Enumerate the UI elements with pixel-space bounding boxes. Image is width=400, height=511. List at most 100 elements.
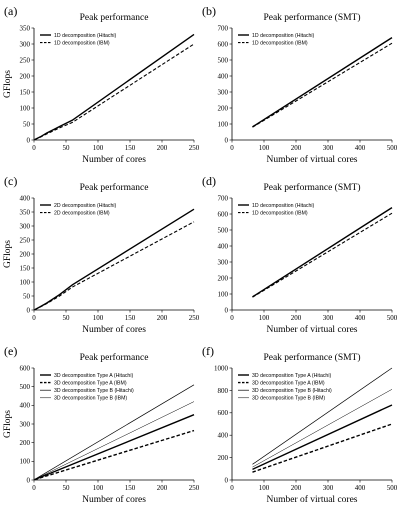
panel-label: (f) <box>202 344 214 358</box>
y-tick-label: 600 <box>218 409 229 417</box>
y-tick-label: 300 <box>218 258 229 266</box>
y-tick-label: 200 <box>20 439 31 447</box>
legend-entry: 3D decomposition Type A (Hitachi) <box>252 373 331 379</box>
legend-entry: 1D decomposition (IBM) <box>252 210 308 216</box>
x-tick-label: 100 <box>259 484 270 492</box>
legend-entry: 1D decomposition (Hitachi) <box>54 33 117 39</box>
legend-entry: 3D decomposition Type A (IBM) <box>252 380 325 386</box>
y-tick-label: 500 <box>218 226 229 234</box>
series-line <box>252 37 393 128</box>
legend-entry: 3D decomposition Type A (Hitachi) <box>54 373 133 379</box>
y-tick-label: 300 <box>218 88 229 96</box>
series-line <box>252 42 393 128</box>
series-line <box>34 221 195 311</box>
y-tick-label: 700 <box>218 24 229 32</box>
y-tick-label: 50 <box>23 292 31 300</box>
y-tick-label: 150 <box>20 264 31 272</box>
y-tick-label: 500 <box>218 56 229 64</box>
y-tick-label: 0 <box>225 476 229 484</box>
chart-panel-b: (b) Peak performance (SMT) 0 100 200 300 400 50… <box>202 4 398 165</box>
x-tick-label: 400 <box>355 144 366 152</box>
y-tick-label: 300 <box>20 40 31 48</box>
y-tick-label: 100 <box>20 458 31 466</box>
y-tick-label: 600 <box>20 364 31 372</box>
y-tick-label: 0 <box>27 476 31 484</box>
y-tick-label: 50 <box>23 120 31 128</box>
y-tick-label: 200 <box>218 274 229 282</box>
panel-label: (c) <box>4 174 17 188</box>
y-tick-label: 400 <box>20 402 31 410</box>
chart-title: Peak performance <box>80 352 149 363</box>
series-line <box>34 414 195 481</box>
x-tick-label: 500 <box>387 484 398 492</box>
x-axis-label: Number of cores <box>82 154 146 165</box>
y-tick-label: 500 <box>20 383 31 391</box>
chart-title: Peak performance (SMT) <box>263 12 360 23</box>
series-line <box>252 389 393 468</box>
y-tick-label: 200 <box>20 72 31 80</box>
x-axis-label: Number of virtual cores <box>266 494 357 505</box>
chart-title: Peak performance (SMT) <box>263 352 360 363</box>
series-line <box>34 401 195 480</box>
x-tick-label: 300 <box>323 314 334 322</box>
x-tick-label: 300 <box>323 144 334 152</box>
x-tick-label: 100 <box>93 144 104 152</box>
chart-title: Peak performance <box>80 12 149 23</box>
x-tick-label: 0 <box>230 314 234 322</box>
y-tick-label: 600 <box>218 40 229 48</box>
x-tick-label: 200 <box>291 144 302 152</box>
x-tick-label: 300 <box>323 484 334 492</box>
y-tick-label: 0 <box>225 306 229 314</box>
x-tick-label: 400 <box>355 314 366 322</box>
y-tick-label: 400 <box>218 72 229 80</box>
y-tick-label: 100 <box>20 104 31 112</box>
legend-entry: 2D decomposition (IBM) <box>54 210 110 216</box>
series-line <box>34 429 195 481</box>
legend-entry: 2D decomposition (Hitachi) <box>54 203 117 209</box>
y-tick-label: 0 <box>27 306 31 314</box>
series-line <box>252 423 393 473</box>
y-tick-label: 200 <box>218 104 229 112</box>
x-tick-label: 150 <box>125 314 136 322</box>
panel-label: (d) <box>202 174 216 188</box>
y-tick-label: 200 <box>218 454 229 462</box>
legend-entry: 1D decomposition (Hitachi) <box>252 203 315 209</box>
x-tick-label: 200 <box>291 314 302 322</box>
x-tick-label: 150 <box>125 144 136 152</box>
series-line <box>34 33 195 141</box>
chart-panel-f: (f) Peak performance (SMT) 0 200 400 600 800 10… <box>202 344 398 505</box>
legend-entry: 1D decomposition (Hitachi) <box>252 33 315 39</box>
y-tick-label: 1000 <box>214 364 229 372</box>
chart-title: Peak performance <box>80 182 149 193</box>
panel-label: (e) <box>4 344 17 358</box>
x-tick-label: 200 <box>291 484 302 492</box>
x-tick-label: 100 <box>93 314 104 322</box>
y-tick-label: 250 <box>20 236 31 244</box>
chart-panel-d: (d) Peak performance (SMT) 0 100 200 300 400 50… <box>202 174 398 335</box>
x-tick-label: 0 <box>32 314 36 322</box>
legend-entry: 1D decomposition (IBM) <box>54 40 110 46</box>
panel-label: (b) <box>202 4 216 18</box>
x-tick-label: 100 <box>93 484 104 492</box>
x-tick-label: 500 <box>387 144 398 152</box>
y-tick-label: 200 <box>20 250 31 258</box>
chart-panel-a: (a) Peak performance 0 50 100 150 200 250 300 350… <box>3 4 200 165</box>
x-tick-label: 200 <box>157 144 168 152</box>
panel-label: (a) <box>4 4 17 18</box>
y-tick-label: 400 <box>218 432 229 440</box>
y-tick-label: 150 <box>20 88 31 96</box>
series-line <box>252 212 393 298</box>
y-tick-label: 100 <box>218 290 229 298</box>
y-tick-label: 300 <box>20 420 31 428</box>
y-tick-label: 600 <box>218 210 229 218</box>
series-line <box>252 367 393 465</box>
y-tick-label: 350 <box>20 24 31 32</box>
x-tick-label: 50 <box>63 144 71 152</box>
x-tick-label: 250 <box>189 314 200 322</box>
x-axis-label: Number of cores <box>82 494 146 505</box>
chart-panel-e: (e) Peak performance 0 100 200 300 400 500 600 0 5… <box>3 344 200 505</box>
x-tick-label: 100 <box>259 314 270 322</box>
series-line <box>34 384 195 480</box>
y-tick-label: 100 <box>218 120 229 128</box>
chart-title: Peak performance (SMT) <box>263 182 360 193</box>
